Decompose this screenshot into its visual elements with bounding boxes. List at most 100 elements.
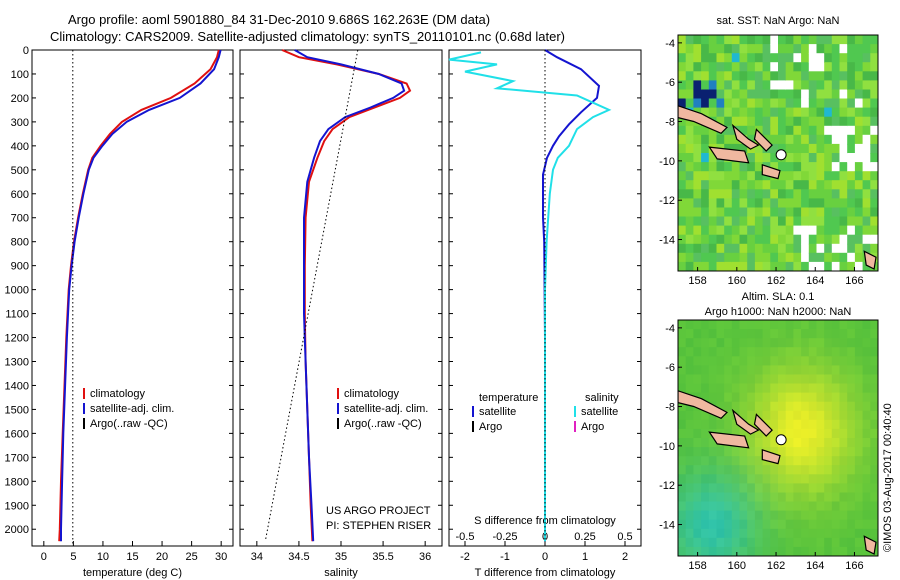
map-cell xyxy=(754,89,764,100)
x-tick-label: 34.5 xyxy=(288,551,309,563)
map-cell xyxy=(747,198,756,209)
map-cell xyxy=(862,519,871,530)
map-cell xyxy=(847,537,856,548)
map-cell xyxy=(778,374,787,385)
y-tick-label: -4 xyxy=(665,38,675,50)
map-cell xyxy=(847,134,856,145)
map-cell xyxy=(685,401,694,412)
map-cell xyxy=(685,356,694,366)
map-cell xyxy=(824,519,833,530)
map-cell xyxy=(701,89,710,100)
map-cell xyxy=(770,510,779,521)
map-cell xyxy=(785,320,794,330)
map-cell xyxy=(839,519,848,530)
map-cell xyxy=(716,392,725,403)
x-axis-label: salinity xyxy=(324,567,358,579)
map-cell xyxy=(747,392,756,403)
map-cell xyxy=(785,365,794,376)
x-tick-label: 20 xyxy=(156,551,168,563)
map-cell xyxy=(862,410,871,421)
map-cell xyxy=(678,492,687,503)
map-cell xyxy=(801,44,810,54)
map-cell xyxy=(778,261,787,271)
map-cell xyxy=(770,62,779,72)
map-cell xyxy=(785,98,794,109)
map-cell xyxy=(747,410,756,421)
map-cell xyxy=(678,198,687,209)
map-cell xyxy=(770,447,779,457)
map-cell xyxy=(854,243,864,254)
map-cell xyxy=(870,474,878,484)
map-cell xyxy=(678,62,687,72)
map-cell xyxy=(839,374,848,385)
map-cell xyxy=(831,492,841,503)
map-cell xyxy=(831,225,841,236)
map-cell xyxy=(701,438,710,448)
series-line xyxy=(542,49,601,542)
map-cell xyxy=(701,519,710,530)
map-cell xyxy=(847,320,856,330)
map-cell xyxy=(708,320,718,330)
map-cell xyxy=(716,456,725,466)
map-subtitle: Argo h1000: NaN h2000: NaN xyxy=(705,306,852,318)
map-cell xyxy=(847,180,856,190)
map-cell xyxy=(762,401,771,412)
map-cell xyxy=(785,252,794,263)
map-field xyxy=(678,320,878,556)
map-cell xyxy=(824,510,833,521)
map-cell xyxy=(808,107,818,118)
map-cell xyxy=(801,261,810,271)
map-cell xyxy=(701,474,710,484)
map-cell xyxy=(731,528,741,539)
map-cell xyxy=(824,134,833,145)
map-cell xyxy=(816,53,825,63)
map-cell xyxy=(678,510,687,521)
map-cell xyxy=(778,519,787,530)
map-cell xyxy=(824,374,833,385)
map-cell xyxy=(808,207,818,218)
map-cell xyxy=(701,537,710,548)
map-cell xyxy=(839,216,848,227)
map-cell xyxy=(847,392,856,403)
map-cell xyxy=(847,356,856,366)
map-cell xyxy=(862,456,871,466)
map-cell xyxy=(801,134,810,145)
x-tick-label: 162 xyxy=(767,560,785,572)
map-cell xyxy=(754,207,764,218)
map-cell xyxy=(708,510,718,521)
map-cell xyxy=(708,216,718,227)
map-cell xyxy=(731,510,741,521)
map-cell xyxy=(731,347,741,357)
map-cell xyxy=(854,329,864,339)
map-cell xyxy=(816,261,825,271)
map-cell xyxy=(839,162,848,172)
map-cell xyxy=(816,356,825,366)
map-cell xyxy=(831,261,841,271)
map-cell xyxy=(847,365,856,376)
map-cell xyxy=(739,338,748,348)
map-cell xyxy=(747,80,756,91)
map-cell xyxy=(762,98,771,109)
map-cell xyxy=(839,465,848,475)
map-cell xyxy=(854,537,864,548)
map-cell xyxy=(770,225,779,236)
map-cell xyxy=(831,383,841,394)
map-cell xyxy=(701,428,710,439)
map-cell xyxy=(831,392,841,403)
map-cell xyxy=(839,428,848,439)
map-cell xyxy=(778,198,787,209)
map-cell xyxy=(754,528,764,539)
map-cell xyxy=(839,410,848,421)
island xyxy=(708,146,750,164)
y-tick-label: -8 xyxy=(665,402,675,414)
x-tick-label: 160 xyxy=(728,560,746,572)
map-cell xyxy=(724,98,733,109)
map-cell xyxy=(831,143,841,154)
map-cell xyxy=(839,456,848,466)
map-cell xyxy=(685,35,694,45)
map-cell xyxy=(708,71,718,81)
map-cell xyxy=(793,216,802,227)
map-cell xyxy=(731,62,741,72)
map-cell xyxy=(854,252,864,263)
map-cell xyxy=(862,216,871,227)
